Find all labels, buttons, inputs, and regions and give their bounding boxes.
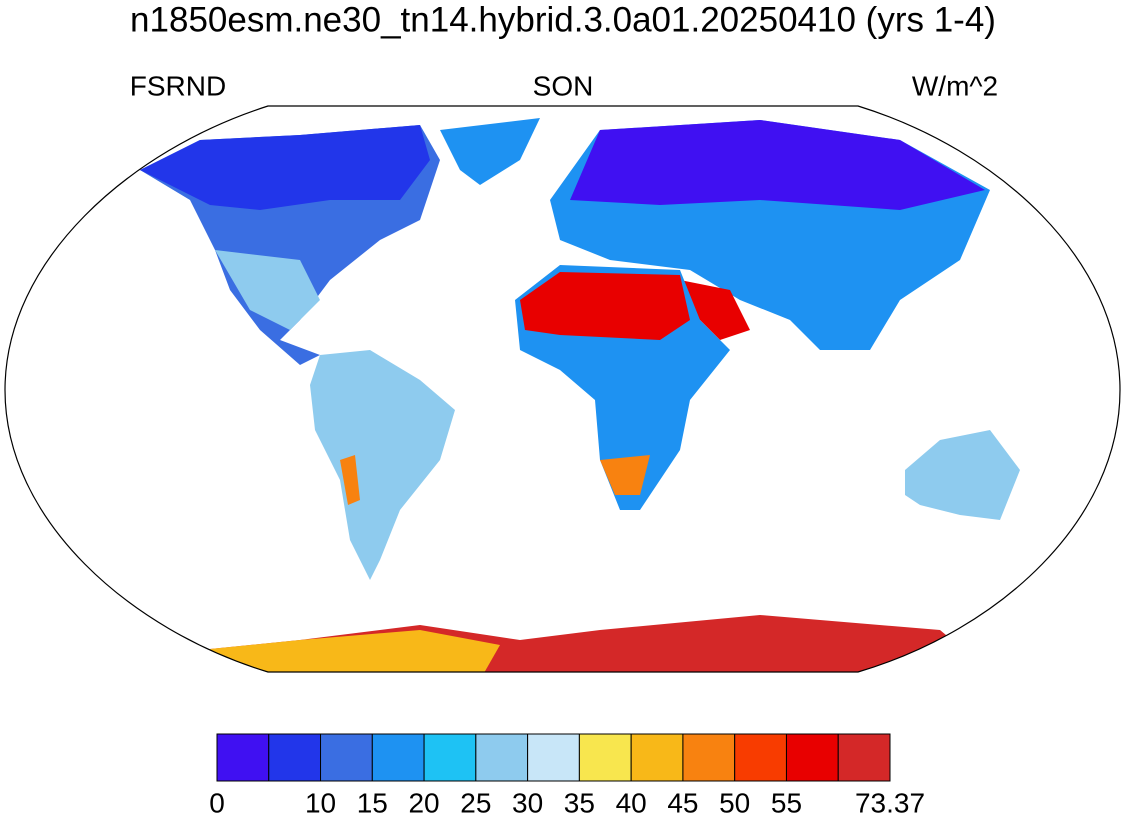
colorbar-label: 10 (305, 787, 336, 818)
colorbar-label: 30 (512, 787, 543, 818)
colorbar-box (423, 733, 477, 782)
colorbar-box (320, 733, 373, 782)
australia (905, 430, 1020, 520)
colorbar-box (216, 733, 270, 782)
colorbar-label: 25 (460, 787, 491, 818)
right-label: W/m^2 (912, 70, 998, 101)
south-america-andes (340, 455, 360, 505)
colorbar-box (527, 733, 580, 782)
north-america-south (215, 250, 320, 330)
colorbar-box (475, 733, 529, 782)
colorbar-label: 50 (719, 787, 750, 818)
colorbar-box (268, 733, 322, 782)
title: n1850esm.ne30_tn14.hybrid.3.0a01.2025041… (130, 0, 996, 39)
map-content (140, 118, 1020, 672)
colorbar-box (785, 733, 839, 782)
eurasia-north (570, 120, 985, 210)
colorbar-box (734, 733, 787, 782)
south-america (310, 350, 455, 580)
colorbar-label: 73.37 (855, 787, 925, 818)
colorbar-label: 35 (564, 787, 595, 818)
arabia (680, 280, 750, 340)
colorbar-box (682, 733, 736, 782)
colorbar-label: 20 (408, 787, 439, 818)
north-america-north (140, 125, 430, 210)
southern-africa (600, 455, 650, 495)
colorbar-box (371, 733, 425, 782)
sahara (520, 272, 690, 340)
colorbar-label: 15 (357, 787, 388, 818)
antarctica-peninsula (200, 630, 500, 672)
center-label: SON (533, 70, 594, 101)
colorbar-label: 0 (209, 787, 225, 818)
colorbar-box (837, 733, 891, 782)
greenland (440, 118, 540, 185)
map-outline (4, 105, 1121, 673)
left-label: FSRND (130, 70, 226, 101)
colorbar-label: 55 (771, 787, 802, 818)
colorbar-box (630, 733, 684, 782)
colorbar-label: 45 (667, 787, 698, 818)
colorbar: 0 10 15 20 25 30 35 40 45 50 55 73.37 (209, 733, 925, 818)
colorbar-label: 40 (616, 787, 647, 818)
colorbar-box (578, 733, 632, 782)
